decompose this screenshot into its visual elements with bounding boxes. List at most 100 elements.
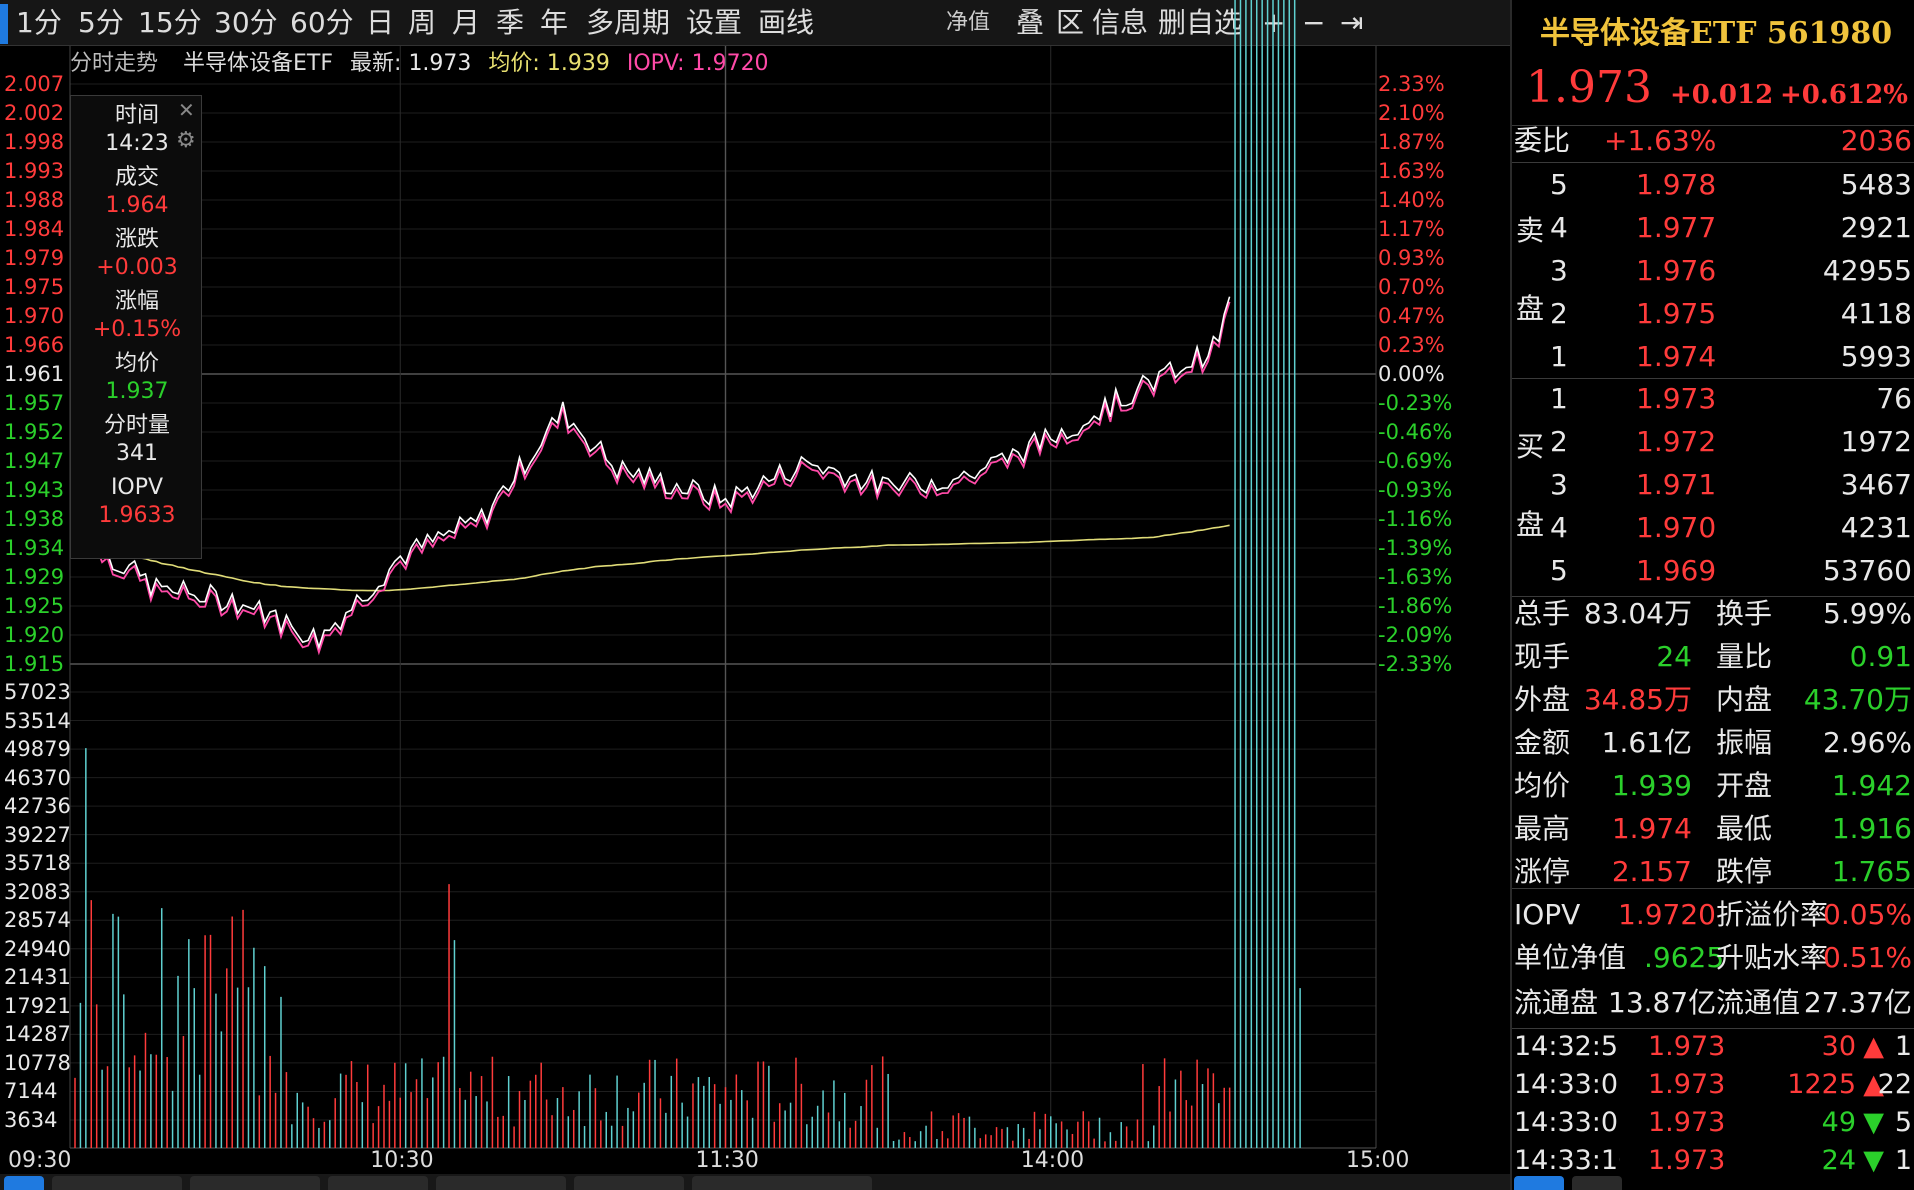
draw-line-button[interactable]: 画线 xyxy=(758,6,815,39)
percent-axis-label: -0.93% xyxy=(1378,478,1453,502)
range-button[interactable]: 区 xyxy=(1056,6,1085,39)
tick-time: 14:33:01 xyxy=(1514,1069,1620,1100)
time-axis-label: 10:30 xyxy=(370,1148,434,1173)
bottom-tab[interactable] xyxy=(52,1176,182,1190)
stat-label: 外盘 xyxy=(1514,683,1571,716)
stat-value: 24 xyxy=(1656,640,1692,673)
quote-panel xyxy=(1510,0,1914,1190)
net-value-button[interactable]: 净值 xyxy=(946,10,991,35)
bottom-tab[interactable] xyxy=(692,1176,872,1190)
settings-button[interactable]: 设置 xyxy=(686,6,743,39)
period-60min-tab[interactable]: 60分 xyxy=(290,6,354,39)
bottom-tab[interactable] xyxy=(436,1176,566,1190)
tooltip-avg: 1.937 xyxy=(105,379,169,404)
period-15min-tab[interactable]: 15分 xyxy=(138,6,202,39)
tooltip-pct: +0.15% xyxy=(92,317,182,342)
arrow-up-icon: ▲ xyxy=(1863,1069,1884,1100)
buy-level: 3 xyxy=(1550,468,1568,501)
info-button[interactable]: 信息 xyxy=(1092,6,1149,39)
stat-label: 最低 xyxy=(1716,812,1773,845)
price-axis-label: 1.979 xyxy=(4,246,65,270)
stat-value: 1.942 xyxy=(1831,769,1912,802)
tick-extra: 5 xyxy=(1894,1107,1912,1138)
zoom-out-icon[interactable]: − xyxy=(1302,6,1326,39)
tick-volume: 1225 xyxy=(1787,1069,1856,1100)
iopv-value: 1.9720 xyxy=(691,51,769,76)
period-day-tab[interactable]: 日 xyxy=(366,6,395,39)
percent-axis-label: 1.40% xyxy=(1378,188,1445,212)
order-ratio-label: 委比 xyxy=(1514,124,1571,157)
float-value: 27.37亿 xyxy=(1803,986,1912,1019)
tooltip-time: 14:23 xyxy=(105,131,169,156)
volume-axis-label: 35718 xyxy=(4,851,71,876)
stat-label: 总手 xyxy=(1514,597,1571,630)
volume-bars xyxy=(74,0,1301,1148)
percent-axis-label: -1.39% xyxy=(1378,536,1453,560)
volume-axis-label: 17921 xyxy=(4,993,71,1018)
multi-period-tab[interactable]: 多周期 xyxy=(586,6,671,39)
arrow-down-icon: ▼ xyxy=(1863,1145,1884,1176)
avg-label: 均价: xyxy=(488,51,540,76)
time-axis-label: 11:30 xyxy=(695,1148,759,1173)
percent-axis-label: -1.16% xyxy=(1378,507,1453,531)
panel-bottom-tab[interactable] xyxy=(1514,1176,1564,1190)
price-axis-label: 1.934 xyxy=(4,536,65,560)
security-name: 半导体设备ETF xyxy=(183,51,334,76)
buy-level: 2 xyxy=(1550,425,1568,458)
percent-axis-label: -2.09% xyxy=(1378,623,1453,647)
percent-axis-label: 0.23% xyxy=(1378,333,1445,357)
bottom-tab[interactable] xyxy=(328,1176,428,1190)
percent-axis-label: 0.93% xyxy=(1378,246,1445,270)
tick-time: 14:33:10 xyxy=(1514,1145,1620,1176)
period-week-tab[interactable]: 周 xyxy=(408,6,437,39)
intraday-chart[interactable] xyxy=(0,0,1510,1190)
price-axis-label: 2.007 xyxy=(4,72,65,96)
quote-title: 半导体设备ETF 561980 xyxy=(1540,16,1893,51)
period-month-tab[interactable]: 月 xyxy=(452,6,481,39)
crosshair-tooltip: 时间 14:23 成交 1.964 涨跌 +0.003 涨幅 +0.15% 均价… xyxy=(70,95,202,559)
overlay-button[interactable]: 叠 xyxy=(1016,6,1045,39)
tooltip-vol: 341 xyxy=(116,441,158,466)
bottom-tab[interactable] xyxy=(190,1176,320,1190)
collapse-panel-icon[interactable]: ⇥ xyxy=(1340,6,1364,39)
tooltip-change-label: 涨跌 xyxy=(114,227,159,252)
buy-volume: 3467 xyxy=(1840,468,1912,501)
tooltip-settings-icon[interactable]: ⚙ xyxy=(176,128,196,153)
price-axis-label: 1.970 xyxy=(4,304,65,328)
discount-value: 0.51% xyxy=(1823,941,1912,974)
stat-value: 83.04万 xyxy=(1583,597,1692,630)
period-1min-tab[interactable]: 1分 xyxy=(16,6,62,39)
tooltip-close-icon[interactable]: ✕ xyxy=(178,98,195,122)
bottom-tab[interactable] xyxy=(4,1176,44,1190)
period-year-tab[interactable]: 年 xyxy=(540,6,569,39)
stat-value: 2.157 xyxy=(1611,855,1692,888)
volume-axis-label: 39227 xyxy=(4,822,71,847)
price-axis-label: 1.984 xyxy=(4,217,65,241)
price-axis-label: 1.998 xyxy=(4,130,65,154)
stat-label: 最高 xyxy=(1514,812,1571,845)
price-axis-label: 1.952 xyxy=(4,420,65,444)
price-axis-label: 1.957 xyxy=(4,391,65,415)
period-5min-tab[interactable]: 5分 xyxy=(78,6,124,39)
stat-label: 金额 xyxy=(1514,726,1571,759)
period-30min-tab[interactable]: 30分 xyxy=(214,6,278,39)
panel-bottom-tab[interactable] xyxy=(1572,1176,1622,1190)
stat-label: 现手 xyxy=(1514,640,1571,673)
stat-value: 2.96% xyxy=(1823,726,1912,759)
percent-axis-label: -1.63% xyxy=(1378,565,1453,589)
divider xyxy=(1512,888,1914,889)
tick-price: 1.973 xyxy=(1648,1031,1726,1062)
price-axis-label: 1.938 xyxy=(4,507,65,531)
buy-price: 1.972 xyxy=(1636,425,1717,458)
premium-value: 0.05% xyxy=(1823,898,1912,931)
buy-side-label: 盘 xyxy=(1516,508,1545,541)
price-axis-label: 1.947 xyxy=(4,449,65,473)
iopv-stat-label: IOPV xyxy=(1514,898,1581,931)
delete-watchlist-button[interactable]: 删自选 xyxy=(1158,6,1243,39)
tick-time: 14:32:58 xyxy=(1514,1031,1620,1062)
period-season-tab[interactable]: 季 xyxy=(496,6,525,39)
chart-type-label: 分时走势 xyxy=(70,51,159,76)
bottom-tab[interactable] xyxy=(574,1176,684,1190)
percent-axis-label: 1.63% xyxy=(1378,159,1445,183)
stat-label: 均价 xyxy=(1514,769,1571,802)
